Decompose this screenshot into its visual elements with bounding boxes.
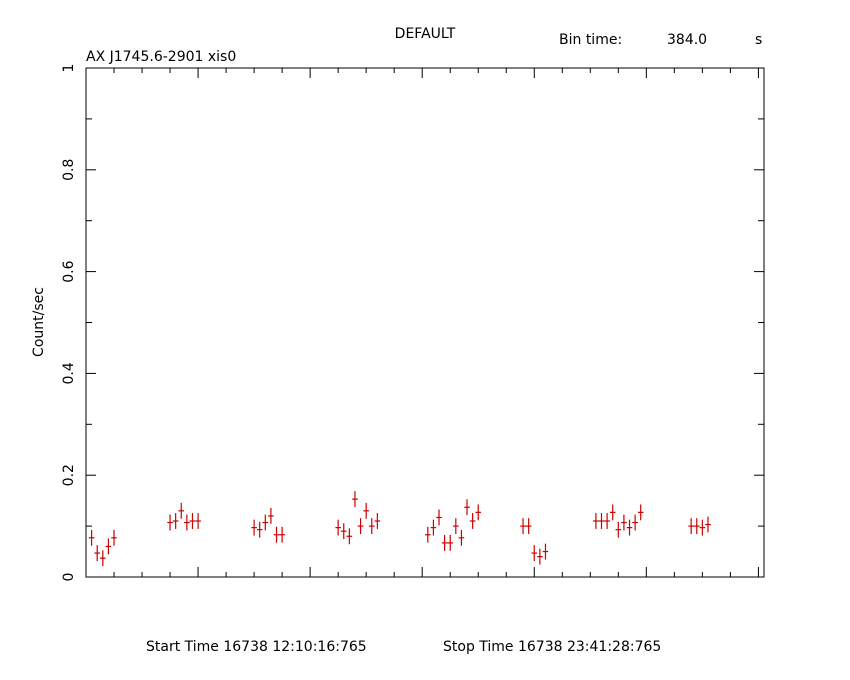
data-point [340, 523, 347, 540]
data-point [699, 519, 706, 536]
plot-frame [85, 67, 765, 578]
y-tick-label: 1 [61, 64, 77, 73]
data-point [172, 513, 179, 529]
y-tick-label: 0 [61, 573, 77, 582]
data-point [178, 502, 185, 519]
data-point [604, 513, 610, 529]
y-tick-label: 0.6 [61, 260, 77, 282]
chart-title: DEFAULT [395, 26, 456, 42]
data-point [469, 513, 476, 529]
data-point [436, 509, 442, 526]
data-point [520, 518, 526, 535]
bin-time-value: 384.0 [667, 32, 707, 48]
data-point [615, 521, 622, 538]
data-point [525, 518, 532, 535]
y-tick-label: 0.4 [61, 362, 77, 384]
data-point [374, 513, 381, 529]
data-point [256, 521, 263, 538]
data-point [453, 518, 459, 535]
data-point [425, 526, 431, 543]
data-point [111, 529, 117, 546]
data-point [368, 518, 375, 535]
data-point [94, 545, 101, 562]
data-point [593, 513, 599, 529]
data-point [335, 519, 341, 536]
data-point [621, 514, 627, 531]
data-point [100, 550, 106, 567]
data-point [357, 518, 364, 535]
data-point [626, 519, 633, 536]
data-point [189, 513, 196, 529]
data-point [167, 514, 173, 531]
data-point [262, 514, 269, 531]
data-point [542, 543, 549, 560]
data-point [688, 518, 694, 535]
data-point [447, 534, 454, 551]
data-point [598, 513, 605, 529]
data-series [88, 491, 711, 567]
data-point [705, 516, 711, 533]
y-tick-label: 0.8 [61, 159, 77, 181]
data-point [458, 529, 465, 546]
data-point [609, 504, 616, 521]
data-point [441, 534, 448, 551]
data-point [430, 519, 437, 536]
data-point [637, 504, 644, 521]
data-point [346, 528, 353, 545]
y-axis: 0 0.2 0.4 0.6 0.8 1 [61, 64, 764, 582]
data-point [475, 504, 482, 521]
data-point [352, 491, 358, 508]
y-axis-label: Count/sec [31, 287, 47, 357]
data-point [273, 526, 280, 543]
data-point [279, 526, 285, 543]
bin-time-label: Bin time: [559, 32, 622, 48]
data-point [105, 538, 112, 555]
data-point [464, 499, 470, 516]
stop-time-label: Stop Time 16738 23:41:28:765 [443, 639, 661, 655]
data-point [363, 502, 369, 519]
data-point [88, 529, 95, 546]
data-point [184, 514, 190, 531]
data-point [195, 513, 201, 529]
data-point [531, 545, 538, 562]
source-label: AX J1745.6-2901 xis0 [86, 49, 236, 65]
data-point [251, 519, 257, 536]
x-axis-ticks [85, 68, 759, 577]
data-point [537, 548, 543, 565]
data-point [632, 514, 638, 531]
bin-time-unit: s [755, 32, 762, 48]
data-point [268, 507, 274, 524]
start-time-label: Start Time 16738 12:10:16:765 [146, 639, 367, 655]
data-point [693, 518, 700, 535]
y-tick-label: 0.2 [61, 464, 77, 486]
